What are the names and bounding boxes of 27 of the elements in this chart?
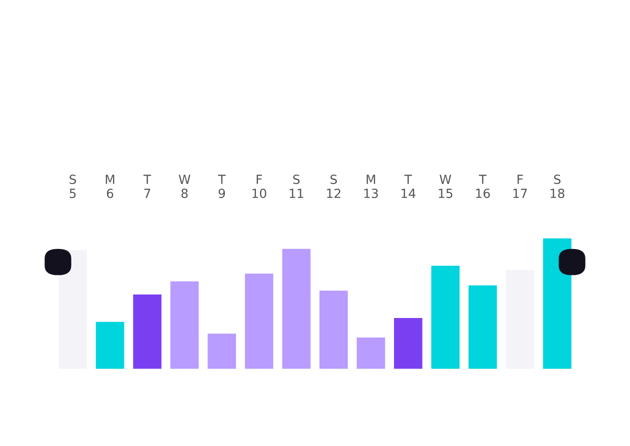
bar xyxy=(543,238,572,369)
x-tick-label: T 16 xyxy=(476,174,490,198)
x-tick-label: T 9 xyxy=(218,174,226,198)
bar xyxy=(431,266,460,369)
x-tick-label: S 11 xyxy=(290,174,304,198)
x-tick-label: M 6 xyxy=(106,174,114,198)
x-tick-label: M 13 xyxy=(364,174,378,198)
bar xyxy=(96,322,124,369)
bar xyxy=(170,281,199,369)
bar xyxy=(133,294,162,369)
bar xyxy=(58,250,87,369)
x-tick-label: W 8 xyxy=(178,174,190,198)
bar xyxy=(356,338,386,369)
bar xyxy=(282,248,311,369)
x-tick-label: S 5 xyxy=(70,174,76,198)
bar xyxy=(468,285,497,369)
bar xyxy=(208,334,236,369)
bar xyxy=(244,274,274,369)
x-tick-label: F 10 xyxy=(252,174,266,198)
x-tick-label: W 15 xyxy=(438,174,452,198)
x-tick-label: S 12 xyxy=(327,174,340,198)
bar xyxy=(319,290,348,369)
bar xyxy=(394,318,422,369)
x-tick-label: T 7 xyxy=(143,174,152,198)
x-tick-label: S 18 xyxy=(550,174,564,198)
x-tick-label: T 14 xyxy=(402,174,416,198)
x-tick-label: F 17 xyxy=(513,174,527,198)
